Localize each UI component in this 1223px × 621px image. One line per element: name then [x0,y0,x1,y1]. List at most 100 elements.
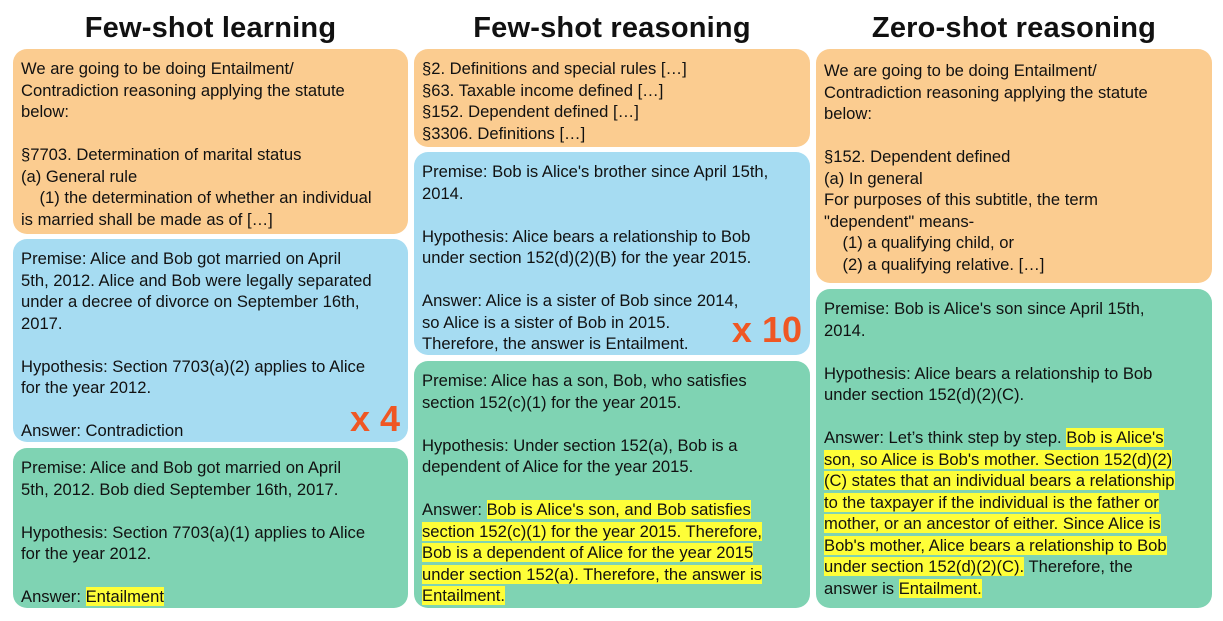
answer-highlight: Bob's mother, Alice bears a relationship… [824,535,1167,555]
column-title: Zero-shot reasoning [871,12,1157,44]
column-title: Few-shot learning [84,12,337,44]
statute-box: We are going to be doing Entailment/Cont… [13,49,408,234]
text-line: Premise: Bob is Alice's son since April … [824,299,1145,318]
text-line: §63. Taxable income defined […] [422,80,664,100]
text-line: (a) In general [824,168,923,188]
statute-box: We are going to be doing Entailment/Cont… [816,49,1212,283]
blank-line [824,341,1204,363]
answer-line: son, so Alice is Bob's mother. Section 1… [824,449,1204,471]
text-line: §3306. Definitions […] [422,123,586,143]
answer-line: under section 152(d)(2)(C). Therefore, t… [824,556,1204,578]
text-line: §7703. Determination of marital status [21,145,302,164]
column-few-shot-learning: Few-shot learning We are going to be doi… [13,0,408,608]
answer-line: under section 152(a). Therefore, the ans… [422,564,802,586]
multiplier-label: x 4 [349,398,400,439]
text-line: under a decree of divorce on September 1… [21,292,360,311]
text-line: Contradiction reasoning applying the sta… [824,82,1148,102]
text-line: We are going to be doing Entailment/ [21,59,294,78]
column-title: Few-shot reasoning [473,12,751,44]
text-line: Answer: Alice is a sister of Bob since 2… [422,291,739,310]
query-box: Premise: Alice and Bob got married on Ap… [13,448,408,608]
text-line: §2. Definitions and special rules […] [422,59,687,78]
answer-highlight: section 152(c)(1) for the year 2015. The… [422,521,763,541]
text-line: 5th, 2012. Alice and Bob were legally se… [21,270,372,290]
text-line: Hypothesis: Section 7703(a)(1) applies t… [21,522,366,542]
query-text: Premise: Alice has a son, Bob, who satis… [422,370,802,499]
answer-highlight: mother, or an ancestor of either. Since … [824,514,1161,533]
answer-highlight: to the taxpayer if the individual is the… [824,492,1159,512]
text-line: Premise: Alice and Bob got married on Ap… [21,458,342,477]
example-text: Premise: Alice and Bob got married on Ap… [21,248,400,442]
text-line: (2) a qualifying relative. […] [824,254,1045,274]
text-line: "dependent" means- [824,211,975,231]
blank-line [21,399,400,421]
text-line: (1) a qualifying child, or [824,233,1014,252]
answer-line: section 152(c)(1) for the year 2015. The… [422,521,802,543]
answer-tail: Therefore, the [1024,557,1133,576]
text-line: dependent of Alice for the year 2015. [422,457,694,476]
text-line: Therefore, the answer is Entailment. [422,334,689,353]
answer-line: to the taxpayer if the individual is the… [824,492,1204,514]
text-line: for the year 2012. [21,378,152,397]
answer-highlight: Bob is Alice's son, and Bob satisfies [486,500,751,519]
text-line: below: [824,104,872,123]
blank-line [422,478,802,500]
blank-line [422,413,802,435]
text-line: Answer: Contradiction [21,421,184,440]
blank-line [422,204,802,226]
text-line: section 152(c)(1) for the year 2015. [422,392,682,412]
blank-line [824,406,1204,428]
example-text: Premise: Bob is Alice's brother since Ap… [422,161,802,355]
blank-line [21,334,400,356]
text-line: Hypothesis: Alice bears a relationship t… [824,363,1153,383]
text-line: 5th, 2012. Bob died September 16th, 2017… [21,479,339,499]
blank-line [422,269,802,291]
text-line: below: [21,102,69,121]
text-line: 2014. [824,320,866,340]
query-box: Premise: Bob is Alice's son since April … [816,289,1212,608]
query-box: Premise: Alice has a son, Bob, who satis… [414,361,810,608]
text-line: Hypothesis: Alice bears a relationship t… [422,226,751,246]
answer-line: Bob is a dependent of Alice for the year… [422,542,802,564]
column-zero-shot-reasoning: Zero-shot reasoning We are going to be d… [816,0,1212,608]
blank-line [21,565,400,587]
answer-highlight: Entailment [85,587,164,606]
answer-highlight: under section 152(d)(2)(C). [824,557,1025,576]
answer-line: Answer: Entailment [21,586,400,608]
answer-highlight: Bob is a dependent of Alice for the year… [422,543,754,562]
answer-line: Answer: Let’s think step by step. Bob is… [824,427,1204,449]
text-line: 2014. [422,183,464,203]
answer-prefix: Answer: [422,500,487,519]
answer-line: Bob's mother, Alice bears a relationship… [824,535,1204,557]
text-line: We are going to be doing Entailment/ [824,61,1097,80]
blank-line [21,500,400,522]
answer-line: answer is Entailment. [824,578,1204,600]
answer-highlight: Entailment. [422,586,506,605]
answer-highlight: son, so Alice is Bob's mother. Section 1… [824,449,1173,469]
answer-highlight: (C) states that an individual bears a re… [824,471,1175,490]
answer-prefix: Answer: Let’s think step by step. [824,428,1067,447]
text-line: Hypothesis: Under section 152(a), Bob is… [422,435,738,455]
answer-prefix: answer is [824,578,899,598]
example-box: Premise: Bob is Alice's brother since Ap… [414,152,810,355]
text-line: Hypothesis: Section 7703(a)(2) applies t… [21,356,366,376]
text-line: Premise: Alice and Bob got married on Ap… [21,249,342,268]
answer-line: Entailment. [422,585,802,607]
query-text: Premise: Bob is Alice's son since April … [824,298,1204,427]
text-line: under section 152(d)(2)(C). [824,385,1025,404]
text-line: under section 152(d)(2)(B) for the year … [422,248,752,267]
text-line: Contradiction reasoning applying the sta… [21,80,345,100]
example-box: Premise: Alice and Bob got married on Ap… [13,239,408,442]
text-line: §152. Dependent defined [824,147,1011,166]
answer-highlight: under section 152(a). Therefore, the ans… [422,564,763,584]
column-few-shot-reasoning: Few-shot reasoning §2. Definitions and s… [414,0,810,608]
answer-highlight: Bob is Alice's [1066,428,1164,447]
answer-line: mother, or an ancestor of either. Since … [824,513,1204,535]
text-line: for the year 2012. [21,544,152,563]
text-line: Premise: Bob is Alice's brother since Ap… [422,162,769,181]
multiplier-label: x 10 [731,309,802,350]
text-line: 2017. [21,313,63,333]
text-line: (a) General rule [21,166,138,186]
text-line: so Alice is a sister of Bob in 2015. [422,312,671,332]
query-text: Premise: Alice and Bob got married on Ap… [21,457,400,586]
